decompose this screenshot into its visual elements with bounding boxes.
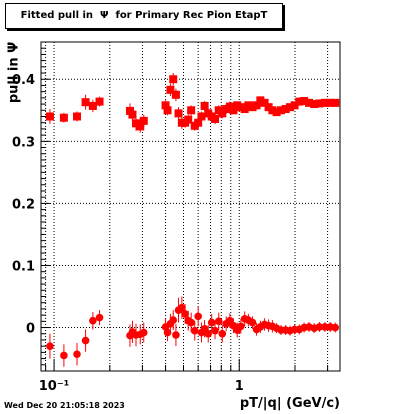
data-point-square bbox=[256, 96, 265, 105]
data-point-square bbox=[163, 106, 172, 115]
tick-labels: 0 0.1 0.2 0.3 0.4 10⁻¹ 1 bbox=[12, 73, 244, 394]
x-axis-label: pT/|q| (GeV/c) bbox=[239, 396, 340, 411]
timestamp: Wed Dec 20 21:05:18 2023 bbox=[4, 401, 125, 410]
data-point-circle bbox=[181, 310, 189, 318]
data-point-circle bbox=[315, 323, 324, 331]
data-point-circle bbox=[81, 336, 90, 345]
data-point-circle bbox=[218, 329, 227, 338]
data-point-square bbox=[268, 106, 277, 115]
chart-title: Fitted pull in Ψ for Primary Rec Pion Et… bbox=[20, 10, 268, 21]
data-point-circle bbox=[207, 318, 216, 327]
data-point-circle bbox=[187, 318, 195, 327]
data-point-circle bbox=[163, 328, 172, 337]
data-point-circle bbox=[172, 331, 180, 339]
data-point-square bbox=[276, 106, 285, 115]
data-point-circle bbox=[190, 326, 199, 335]
data-point-square bbox=[218, 109, 227, 118]
chart-title-box: Fitted pull in Ψ for Primary Rec Pion Et… bbox=[5, 3, 283, 29]
plot-frame bbox=[40, 41, 341, 372]
data-point-square bbox=[326, 98, 335, 107]
data-point-square bbox=[128, 110, 137, 119]
data-point-square bbox=[304, 98, 313, 107]
data-point-circle bbox=[248, 318, 257, 327]
data-point-square bbox=[244, 101, 253, 110]
data-point-circle bbox=[95, 313, 104, 322]
data-point-square bbox=[132, 119, 141, 128]
data-point-circle bbox=[89, 316, 97, 325]
data-point-square bbox=[260, 98, 269, 107]
data-point-square bbox=[136, 122, 145, 131]
data-point-circle bbox=[194, 312, 202, 321]
data-point-square bbox=[88, 101, 97, 110]
y-tick-label: 0.4 bbox=[12, 73, 35, 88]
data-point-square bbox=[95, 97, 104, 106]
data-point-square bbox=[290, 101, 299, 110]
data-point-square bbox=[315, 99, 324, 108]
data-point-square bbox=[166, 85, 175, 94]
data-point-square bbox=[59, 113, 68, 122]
data-point-square bbox=[320, 98, 329, 107]
data-point-circle bbox=[321, 323, 329, 331]
data-point-square bbox=[139, 116, 148, 125]
data-point-circle bbox=[169, 316, 178, 324]
data-point-square bbox=[73, 112, 82, 121]
data-point-square bbox=[272, 108, 281, 117]
data-point-square bbox=[197, 112, 206, 121]
data-point-square bbox=[194, 118, 203, 127]
data-point-square bbox=[174, 109, 183, 118]
data-point-circle bbox=[204, 329, 213, 338]
data-point-square bbox=[45, 112, 54, 121]
data-point-circle bbox=[139, 328, 148, 337]
data-point-circle bbox=[214, 317, 223, 326]
data-point-square bbox=[187, 106, 196, 115]
data-point-circle bbox=[46, 342, 54, 350]
data-point-square bbox=[281, 105, 290, 114]
data-point-circle bbox=[178, 303, 186, 312]
data-point-square bbox=[331, 98, 340, 107]
x-tick-label: 1 bbox=[235, 379, 244, 394]
y-tick-label: 0.3 bbox=[12, 135, 35, 150]
data-point-circle bbox=[331, 323, 340, 332]
data-point-circle bbox=[237, 322, 245, 331]
y-tick-label: 0 bbox=[26, 322, 35, 337]
y-tick-label: 0.1 bbox=[12, 259, 35, 274]
grid-lines bbox=[41, 42, 340, 371]
data-point-square bbox=[229, 106, 238, 115]
data-point-square bbox=[81, 98, 90, 107]
data-point-square bbox=[300, 96, 309, 105]
data-point-square bbox=[200, 101, 209, 110]
data-point-circle bbox=[73, 350, 81, 359]
data-point-square bbox=[161, 101, 170, 110]
data-point-square bbox=[184, 115, 193, 124]
data-point-square bbox=[252, 101, 261, 110]
data-point-square bbox=[310, 100, 319, 109]
data-point-square bbox=[171, 90, 180, 99]
data-point-square bbox=[211, 114, 220, 123]
data-point-square bbox=[169, 75, 178, 84]
data-point-square bbox=[286, 103, 295, 112]
data-point-circle bbox=[60, 351, 68, 360]
data-marks bbox=[45, 73, 340, 367]
y-axis-label: pull in Ψ bbox=[6, 41, 22, 104]
data-point-circle bbox=[211, 326, 219, 335]
y-tick-label: 0.2 bbox=[12, 197, 35, 212]
plot-axes bbox=[40, 41, 341, 372]
data-point-square bbox=[295, 97, 304, 106]
x-tick-label: 10⁻¹ bbox=[39, 379, 70, 394]
